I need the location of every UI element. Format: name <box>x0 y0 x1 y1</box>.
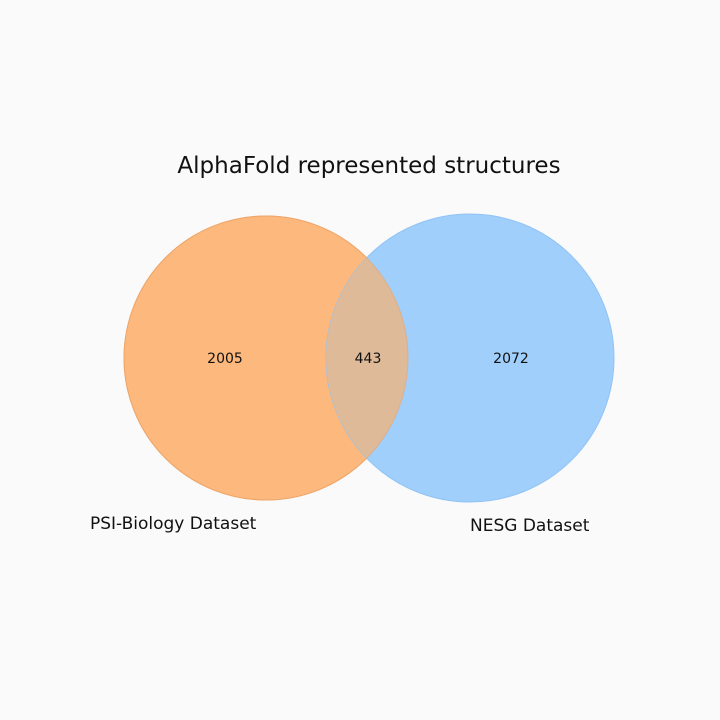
set-a-only-count: 2005 <box>207 351 243 367</box>
set-a-outline <box>123 215 409 501</box>
set-b-only-count: 2072 <box>493 351 529 367</box>
diagram-title: AlphaFold represented structures <box>177 153 560 179</box>
intersection-count: 443 <box>355 351 382 367</box>
set-b-label: NESG Dataset <box>470 516 590 536</box>
set-a-label: PSI-Biology Dataset <box>90 514 257 534</box>
